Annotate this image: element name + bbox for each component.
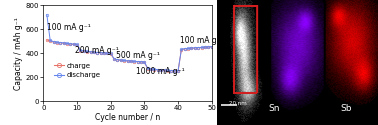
- Text: 100 mA g⁻¹: 100 mA g⁻¹: [180, 36, 223, 45]
- Text: 200 mA g⁻¹: 200 mA g⁻¹: [76, 46, 119, 55]
- Text: 500 mA g⁻¹: 500 mA g⁻¹: [116, 51, 160, 60]
- Legend: charge, discharge: charge, discharge: [54, 63, 100, 78]
- Text: Sn: Sn: [269, 104, 280, 113]
- Text: 20 nm: 20 nm: [229, 101, 247, 106]
- X-axis label: Cycle number / n: Cycle number / n: [95, 113, 160, 122]
- Text: 100 mA g⁻¹: 100 mA g⁻¹: [47, 23, 91, 32]
- Text: 1000 mA g⁻¹: 1000 mA g⁻¹: [136, 67, 184, 76]
- Y-axis label: Capacity / mAh g⁻¹: Capacity / mAh g⁻¹: [14, 17, 23, 90]
- Text: Sb: Sb: [340, 104, 352, 113]
